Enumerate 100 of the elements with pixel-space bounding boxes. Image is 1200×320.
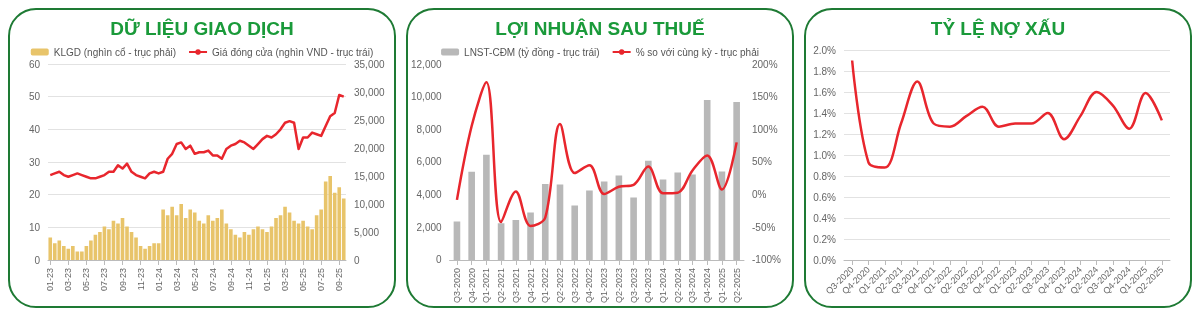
legend-label: LNST-CĐM (tỷ đồng - trục trái)	[464, 46, 600, 58]
y2-tick-label: 0	[354, 254, 360, 266]
chart-title: LỢI NHUẬN SAU THUẾ	[495, 18, 705, 39]
x-tick-label: Q4-2024	[702, 267, 713, 304]
x-tick-label: 03-25	[280, 268, 291, 292]
x-tick-label: 03-23	[63, 268, 74, 292]
x-tick-label: Q3-2020	[451, 267, 462, 304]
x-tick-label: 07-25	[316, 268, 327, 292]
x-tick-label: Q2-2025	[731, 267, 742, 304]
line-series	[49, 93, 345, 180]
x-tick-label: 05-23	[81, 268, 92, 292]
y-tick-label: 0.4%	[813, 212, 837, 224]
bar	[274, 218, 278, 260]
y2-tick-label: 200%	[752, 58, 778, 70]
x-tick-label: Q4-2022	[584, 267, 595, 304]
legend-label: Giá đóng cửa (nghìn VND - trục trái)	[212, 46, 374, 58]
x-tick-label: Q2-2022	[554, 267, 565, 304]
legend-label: % so với cùng kỳ - trục phải	[635, 46, 759, 58]
legend-label: KLGD (nghìn cổ - trục phải)	[53, 46, 177, 58]
y-tick-label: 1.0%	[813, 149, 837, 161]
y-tick-label: 0	[34, 254, 41, 266]
y2-tick-label: -50%	[752, 221, 776, 233]
line-series	[455, 81, 738, 228]
y-tick-label: 20	[28, 189, 41, 201]
y-tick-label: 10,000	[410, 91, 443, 103]
y2-tick-label: 15,000	[354, 170, 386, 182]
x-tick-label: Q3-2023	[628, 267, 639, 304]
y2-tick-label: 0%	[752, 189, 767, 201]
y2-tick-label: 10,000	[354, 198, 386, 210]
y-tick-label: 1.4%	[813, 107, 837, 119]
y-tick-label: 4,000	[416, 189, 443, 201]
y-tick-label: 40	[28, 123, 41, 135]
y-tick-label: 2,000	[416, 221, 443, 233]
bar	[188, 209, 193, 260]
x-tick-label: 11-24	[243, 268, 254, 291]
y-tick-label: 50	[28, 91, 41, 103]
y-tick-label: 12,000	[410, 58, 443, 70]
x-tick-label: Q4-2020	[466, 267, 477, 304]
y-tick-label: 1.8%	[813, 65, 837, 77]
x-tick-label: 03-24	[171, 268, 182, 292]
x-tick-label: Q1-2025	[716, 267, 727, 304]
y2-tick-label: -100%	[752, 254, 782, 266]
y2-tick-label: 50%	[752, 156, 773, 168]
bar	[256, 226, 260, 260]
bar	[283, 206, 287, 260]
x-tick-label: Q2-2021	[496, 267, 507, 304]
x-tick-label: 05-24	[189, 268, 200, 292]
y2-tick-label: 5,000	[354, 226, 380, 238]
x-tick-label: Q4-2023	[643, 267, 654, 304]
y-tick-label: 1.6%	[813, 86, 837, 98]
y-tick-label: 8,000	[416, 123, 443, 135]
x-tick-label: 05-25	[298, 268, 309, 292]
x-tick-label: Q2-2024	[672, 267, 683, 304]
x-tick-label: Q3-2021	[510, 267, 521, 304]
bar	[192, 212, 197, 260]
y-tick-label: 0.6%	[813, 191, 837, 203]
y-tick-label: 0	[436, 254, 443, 266]
x-tick-label: 07-24	[207, 268, 218, 292]
chart-title: TỶ LỆ NỢ XẤU	[930, 18, 1066, 39]
bar	[206, 215, 211, 260]
y-tick-label: 1.2%	[813, 128, 837, 140]
bar	[220, 209, 224, 260]
y-tick-label: 2.0%	[813, 44, 837, 56]
x-tick-label: Q1-2023	[599, 267, 610, 304]
y-tick-label: 0.0%	[813, 254, 837, 266]
y2-tick-label: 100%	[752, 123, 778, 135]
chart-title: DỮ LIỆU GIAO DỊCH	[110, 18, 294, 39]
x-tick-label: Q3-2024	[687, 267, 698, 304]
x-tick-label: Q1-2024	[658, 267, 669, 304]
bar	[170, 206, 174, 260]
x-tick-label: 01-25	[261, 268, 272, 292]
y-tick-label: 0.8%	[813, 170, 837, 182]
x-tick-label: Q3-2022	[569, 267, 580, 304]
bar	[161, 209, 165, 260]
x-tick-label: 09-25	[334, 268, 345, 292]
bar	[48, 237, 53, 260]
y-tick-label: 0.2%	[813, 233, 837, 245]
y-tick-label: 30	[28, 156, 41, 168]
bar	[57, 240, 62, 260]
bar	[143, 248, 147, 260]
bar	[152, 243, 156, 260]
x-tick-label: 11-23	[135, 268, 146, 291]
x-tick-label: 01-23	[45, 268, 56, 292]
x-tick-label: Q2-2023	[613, 267, 624, 304]
y2-tick-label: 35,000	[354, 58, 386, 70]
y2-tick-label: 150%	[752, 91, 778, 103]
line-series	[850, 59, 1164, 169]
x-tick-label: 01-24	[153, 268, 164, 292]
bar	[337, 187, 342, 260]
y2-tick-label: 30,000	[354, 86, 386, 98]
x-tick-label: Q1-2021	[481, 267, 492, 304]
x-tick-label: 09-23	[117, 268, 128, 292]
x-tick-label: 07-23	[99, 268, 110, 292]
x-tick-label: Q4-2021	[525, 267, 536, 304]
y-tick-label: 10	[28, 221, 41, 233]
x-tick-label: Q1-2022	[540, 267, 551, 304]
bar	[71, 246, 75, 260]
y-tick-label: 6,000	[416, 156, 443, 168]
bar	[301, 220, 305, 260]
y2-tick-label: 25,000	[354, 114, 386, 126]
